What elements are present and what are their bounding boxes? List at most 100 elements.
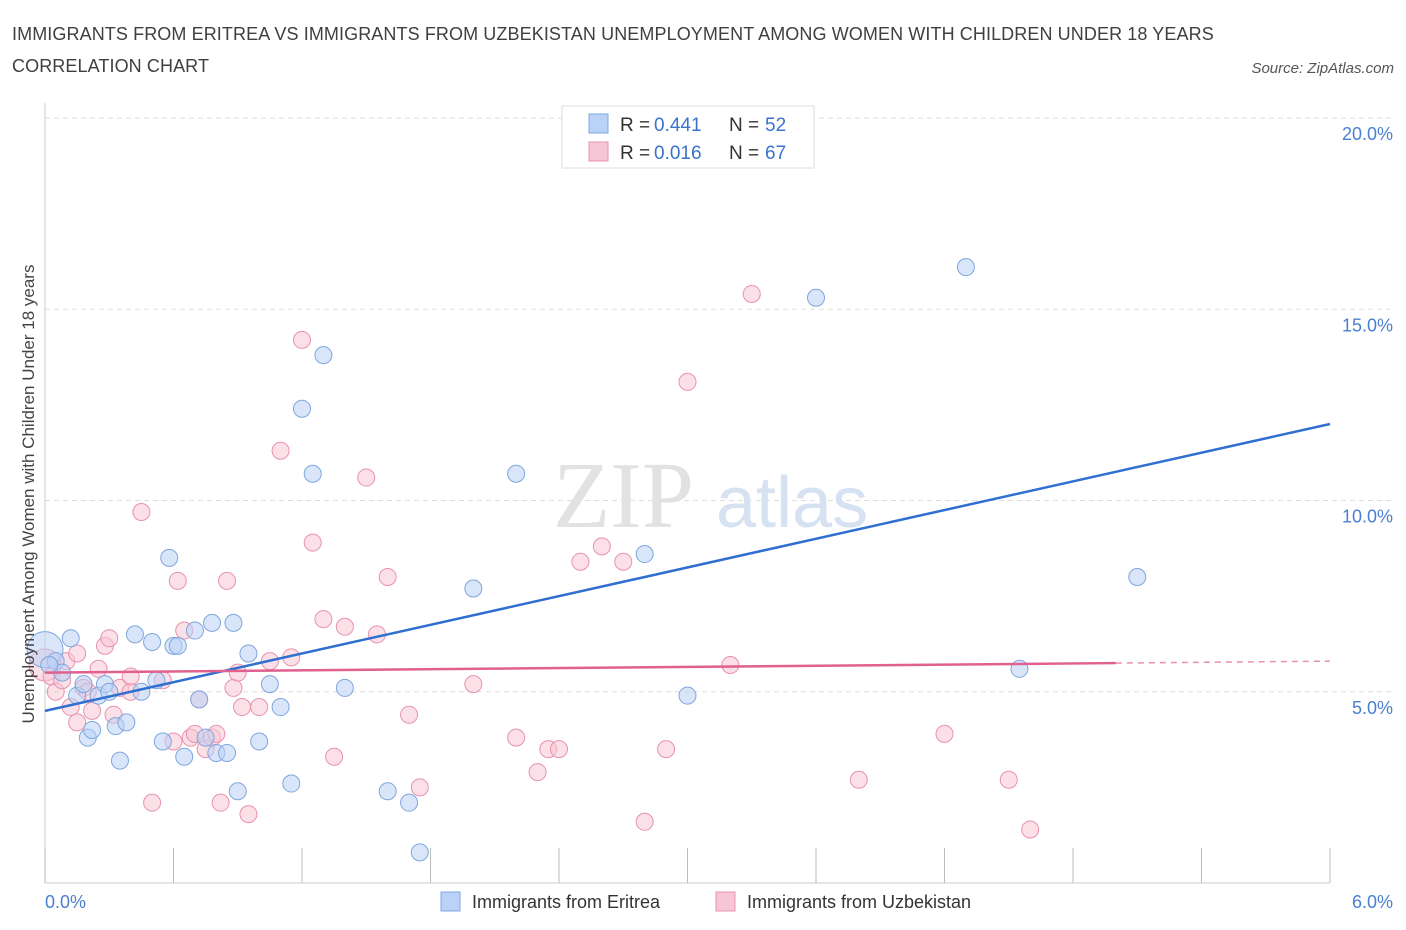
eritrea-point	[40, 655, 59, 674]
eritrea-point	[378, 782, 397, 801]
y-tick-label: 5.0%	[1352, 698, 1393, 718]
uzbekistan-point	[464, 675, 483, 694]
series-legend-swatch-uzbekistan	[715, 891, 736, 912]
uzbekistan-point	[293, 330, 311, 349]
x-tick-label-min: 0.0%	[45, 892, 86, 912]
uzbekistan-point	[314, 610, 333, 629]
uzbekistan-point	[935, 724, 954, 743]
eritrea-point	[303, 464, 322, 483]
eritrea-point	[410, 843, 429, 862]
axes	[44, 103, 1331, 884]
uzbekistan-point	[68, 713, 87, 732]
uzbekistan-point	[678, 372, 697, 391]
eritrea-point	[293, 399, 311, 418]
uzbekistan-point	[143, 793, 162, 812]
source-note: Source: ZipAtlas.com	[1251, 60, 1394, 77]
uzbekistan-point	[83, 701, 102, 720]
eritrea-point	[153, 732, 172, 751]
uzbekistan-point	[121, 667, 140, 686]
eritrea-point	[260, 675, 279, 694]
series-legend-swatch-eritrea	[440, 891, 461, 912]
eritrea-point	[190, 690, 209, 709]
legend-r-value-uzbekistan: 0.016	[654, 143, 702, 164]
eritrea-point	[807, 288, 825, 307]
uzbekistan-point	[721, 655, 740, 674]
legend-r-value-eritrea: 0.441	[654, 115, 702, 136]
eritrea-point	[228, 782, 247, 801]
eritrea-point	[956, 258, 975, 277]
eritrea-point	[635, 545, 654, 564]
uzbekistan-point	[410, 778, 429, 797]
uzbekistan-point	[271, 441, 290, 460]
uzbekistan-point	[400, 705, 419, 724]
uzbekistan-point	[239, 805, 258, 824]
eritrea-point	[110, 751, 129, 770]
grid-lines	[45, 117, 1393, 693]
eritrea-point	[335, 678, 354, 697]
eritrea-point	[239, 644, 258, 663]
uzbekistan-point	[849, 770, 868, 789]
uzbekistan-point	[742, 284, 761, 303]
uzbekistan-point	[224, 678, 243, 697]
eritrea-point	[196, 728, 215, 747]
uzbekistan-point	[250, 698, 269, 717]
legend-swatch-uzbekistan	[588, 141, 609, 162]
uzbekistan-point	[132, 502, 151, 521]
eritrea-point	[218, 743, 237, 762]
legend-n-value-uzbekistan: 67	[765, 143, 786, 164]
uzbekistan-point	[614, 552, 633, 571]
x-tick-labels: 0.0% 6.0%	[45, 892, 1393, 912]
uzbekistan-point	[528, 763, 547, 782]
uzbekistan-point	[657, 740, 676, 759]
uzbekistan-point	[592, 537, 611, 556]
uzbekistan-point	[999, 770, 1018, 789]
eritrea-point	[160, 548, 179, 567]
watermark: ZIP atlas	[553, 444, 868, 548]
eritrea-point	[168, 636, 187, 655]
eritrea-point	[678, 686, 697, 705]
uzbekistan-point	[303, 533, 322, 552]
uzbekistan-point	[378, 568, 397, 586]
uzbekistan-point	[218, 571, 237, 590]
eritrea-point	[250, 732, 269, 751]
uzbekistan-point	[211, 793, 230, 812]
eritrea-point	[271, 698, 290, 717]
eritrea-point	[400, 793, 419, 812]
uzbekistan-point	[1021, 820, 1040, 839]
chart-title: IMMIGRANTS FROM ERITREA VS IMMIGRANTS FR…	[12, 24, 1214, 76]
legend-r-label-eritrea: R =	[620, 115, 650, 136]
eritrea-point	[224, 613, 243, 632]
legend-r-label-uzbekistan: R =	[620, 143, 650, 164]
legend-swatch-eritrea	[588, 113, 609, 134]
y-tick-labels: 5.0% 10.0% 15.0% 20.0%	[1342, 124, 1393, 718]
eritrea-point	[203, 613, 222, 632]
eritrea-point	[83, 721, 102, 739]
y-axis-label: Unemployment Among Women with Children U…	[19, 265, 38, 724]
eritrea-point	[185, 621, 204, 640]
legend-n-label-uzbekistan: N =	[729, 143, 759, 164]
uzbekistan-point	[335, 617, 354, 636]
uzbekistan-point	[89, 659, 108, 678]
uzbekistan-point	[635, 812, 654, 831]
eritrea-point	[61, 629, 80, 648]
stats-legend: R = 0.441 N = 52 R = 0.016 N = 67	[561, 105, 815, 169]
eritrea-trend-line	[44, 422, 1331, 713]
legend-n-label-eritrea: N =	[729, 115, 759, 136]
uzbekistan-point	[325, 747, 344, 766]
eritrea-points	[26, 258, 1147, 862]
eritrea-point	[143, 633, 162, 652]
x-tick-label-max: 6.0%	[1352, 892, 1393, 912]
watermark-zip: ZIP	[553, 444, 694, 548]
uzbekistan-point	[571, 552, 590, 571]
uzbekistan-point	[100, 629, 119, 648]
eritrea-point	[117, 713, 136, 732]
eritrea-point	[282, 774, 301, 793]
y-tick-label: 10.0%	[1342, 507, 1393, 527]
uzbekistan-point	[233, 698, 252, 717]
y-tick-label: 15.0%	[1342, 315, 1393, 335]
uzbekistan-trend-extension	[1115, 660, 1331, 664]
eritrea-point	[175, 747, 194, 766]
series-legend-label-uzbekistan: Immigrants from Uzbekistan	[747, 892, 971, 912]
eritrea-point	[314, 346, 333, 365]
eritrea-point	[507, 464, 526, 483]
